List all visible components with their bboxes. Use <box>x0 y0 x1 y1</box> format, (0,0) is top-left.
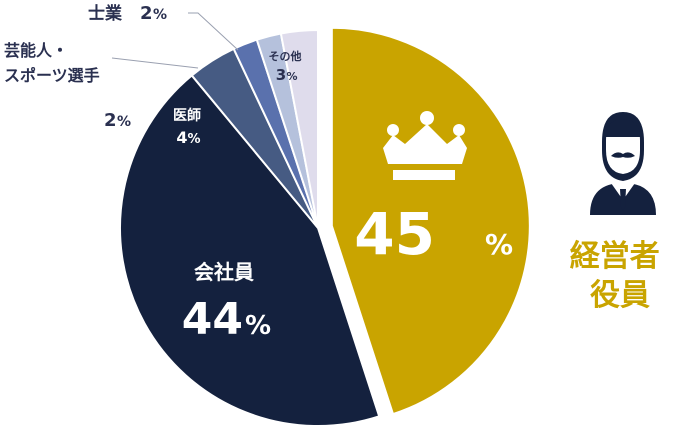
slice-unit-employees: % <box>245 311 271 341</box>
pie-slices <box>118 26 531 427</box>
slice-value-licensed-professionals: 2 <box>140 3 153 24</box>
slice-value-doctors: 4 <box>176 128 187 147</box>
slice-unit-entertainers-athletes: % <box>117 114 131 130</box>
slice-employees <box>118 74 381 427</box>
slice-unit-doctors: % <box>187 132 200 147</box>
slice-value-employees: 44 <box>182 294 243 345</box>
slice-label-executives: 経営者 役員 <box>570 239 670 313</box>
leader-line-licensed-professionals <box>188 12 239 51</box>
slice-unit-executives: % <box>485 228 513 261</box>
slice-value-executives: 45 <box>354 200 435 268</box>
slice-label-doctors: 医師 <box>173 107 201 124</box>
slice-value-other: 3 <box>276 66 286 84</box>
slice-label-employees: 会社員 <box>194 260 254 284</box>
slice-label-entertainers-athletes: 芸能人・ スポーツ選手 <box>4 41 100 85</box>
leader-line-entertainers-athletes <box>111 57 199 69</box>
slice-label-other: その他 <box>269 49 302 63</box>
slice-value-entertainers-athletes: 2 <box>104 110 117 131</box>
slice-other <box>279 28 319 229</box>
businessman-icon <box>590 112 656 215</box>
slice-executives <box>330 26 531 416</box>
crown-icon <box>383 111 467 180</box>
slice-unit-licensed-professionals: % <box>153 7 167 23</box>
leader-lines <box>111 12 239 69</box>
slice-unit-other: % <box>286 70 297 83</box>
slice-label-licensed-professionals: 士業 <box>88 3 122 24</box>
